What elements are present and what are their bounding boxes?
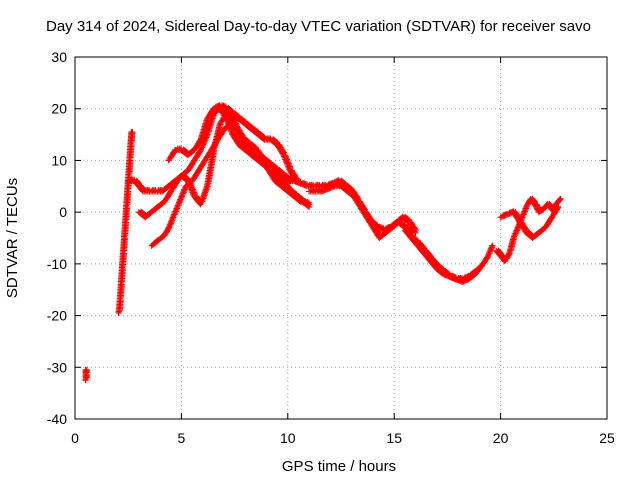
x-tick-label: 25 bbox=[599, 430, 615, 446]
data-point-run bbox=[204, 105, 217, 121]
data-point bbox=[557, 196, 564, 203]
data-point-run bbox=[243, 120, 255, 132]
data-point-run bbox=[279, 182, 291, 194]
data-point-run bbox=[285, 187, 298, 199]
y-tick-label: -40 bbox=[47, 411, 67, 427]
data-point-run bbox=[292, 193, 304, 204]
series-tail2 bbox=[497, 203, 562, 241]
data-point-run bbox=[185, 157, 198, 173]
series-arc-d bbox=[165, 102, 300, 185]
data-point-run bbox=[208, 136, 221, 152]
data-point-run bbox=[421, 250, 434, 264]
x-tick-label: 15 bbox=[386, 430, 402, 446]
data-point-run bbox=[543, 214, 556, 230]
data-point-run bbox=[400, 213, 413, 225]
data-point bbox=[306, 201, 313, 208]
data-point-run bbox=[241, 136, 253, 148]
data-point-run bbox=[517, 219, 530, 235]
data-point-run bbox=[549, 203, 562, 220]
x-tick-label: 5 bbox=[178, 430, 186, 446]
data-point-run bbox=[511, 209, 524, 225]
plot-frame bbox=[74, 56, 608, 420]
data-point bbox=[82, 377, 89, 384]
data-point-run bbox=[479, 252, 492, 269]
data-point-run bbox=[428, 257, 441, 271]
data-point-run bbox=[406, 219, 419, 235]
data-point-run bbox=[409, 234, 421, 248]
series-isolated bbox=[82, 366, 90, 384]
data-point-run bbox=[434, 265, 447, 277]
chart-title: Day 314 of 2024, Sidereal Day-to-day VTE… bbox=[46, 18, 591, 35]
data-point-run bbox=[236, 115, 249, 127]
x-tick-label: 10 bbox=[280, 430, 296, 446]
ticks-layer: 0 5 10 15 20 25 -40 -30 -20 -10 0 10 20 30 bbox=[47, 49, 615, 446]
data-point-run bbox=[339, 182, 351, 194]
y-tick-label: 0 bbox=[59, 204, 67, 220]
data-point bbox=[128, 128, 135, 135]
series-mid2 bbox=[306, 181, 415, 241]
x-tick-label: 0 bbox=[71, 430, 79, 446]
data-point-run bbox=[179, 172, 191, 184]
x-tick-label: 20 bbox=[493, 430, 509, 446]
data-point-run bbox=[345, 187, 357, 199]
data-point-run bbox=[247, 141, 260, 153]
data-point-run bbox=[249, 151, 262, 163]
data-point-run bbox=[415, 242, 428, 256]
data-point-run bbox=[215, 126, 228, 142]
data-point-run bbox=[266, 167, 279, 183]
data-point-run bbox=[402, 226, 415, 240]
data-point-run bbox=[273, 177, 285, 189]
series-tail bbox=[493, 195, 564, 265]
points-layer bbox=[82, 102, 564, 384]
data-point-run bbox=[196, 157, 209, 173]
series-rise bbox=[115, 128, 136, 316]
data-point-run bbox=[162, 188, 175, 204]
data-point-run bbox=[260, 157, 273, 173]
data-point-run bbox=[191, 146, 204, 163]
data-point-run bbox=[230, 110, 242, 122]
y-tick-label: 20 bbox=[51, 101, 67, 117]
data-point bbox=[476, 266, 483, 273]
data-point-run bbox=[357, 203, 370, 220]
data-point-run bbox=[249, 125, 262, 137]
data-point-run bbox=[275, 167, 287, 179]
series-trough2 bbox=[401, 226, 483, 285]
data-point-run bbox=[281, 152, 294, 173]
data-point-run bbox=[268, 136, 281, 148]
y-axis-title: SDTVAR / TECUs bbox=[4, 178, 21, 298]
data-point-run bbox=[351, 193, 364, 209]
y-tick-label: -30 bbox=[47, 359, 67, 375]
data-point-run bbox=[253, 146, 266, 163]
data-point-run bbox=[230, 131, 243, 147]
data-point-run bbox=[396, 218, 408, 230]
y-tick-label: -10 bbox=[47, 256, 67, 272]
data-point bbox=[489, 242, 496, 249]
data-point-run bbox=[228, 120, 240, 132]
data-point bbox=[555, 203, 562, 210]
data-point-run bbox=[224, 105, 236, 117]
y-tick-label: 10 bbox=[51, 152, 67, 168]
data-point-run bbox=[202, 146, 215, 163]
y-tick-label: -20 bbox=[47, 308, 67, 324]
grid-layer bbox=[75, 57, 607, 419]
data-point-run bbox=[256, 131, 268, 142]
data-point-run bbox=[234, 126, 247, 142]
data-point-run bbox=[274, 141, 287, 157]
data-point-run bbox=[364, 214, 377, 230]
series-arc-c bbox=[148, 120, 313, 249]
data-point-run bbox=[168, 178, 181, 194]
data-point-run bbox=[191, 136, 204, 152]
y-tick-label: 30 bbox=[51, 49, 67, 65]
x-axis-title: GPS time / hours bbox=[282, 458, 396, 475]
data-point-run bbox=[189, 167, 202, 183]
data-point-run bbox=[204, 147, 218, 188]
data-point-run bbox=[166, 146, 179, 163]
